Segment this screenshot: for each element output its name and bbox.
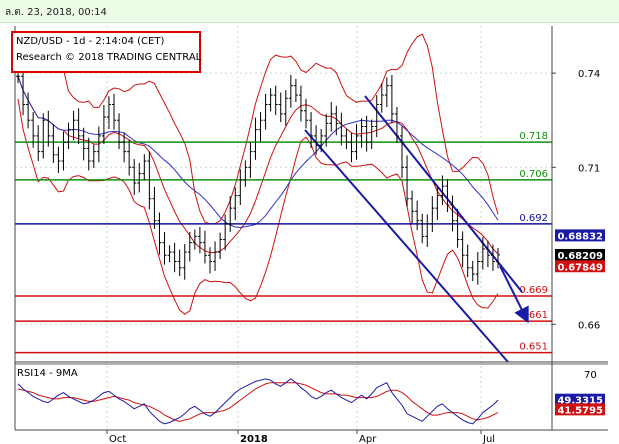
price-tag-box: [555, 403, 605, 416]
header-line2: Research © 2018 TRADING CENTRAL: [16, 52, 202, 63]
axes: 0.74 0.71 0.66 70 Oct 2018 Apr Jul 0.68832 0.6820…: [14, 26, 608, 444]
moving-average: [17, 76, 499, 229]
price-tag-label: 0.67849: [557, 262, 603, 273]
y-tick-label: 0.71: [578, 163, 600, 174]
price-tag-label: 49.3315: [557, 396, 603, 407]
band-upper: [17, 33, 499, 225]
grid: [15, 26, 552, 430]
bollinger-bands: [17, 33, 499, 315]
level-label: 0.706: [519, 169, 548, 180]
x-tick-label: Oct: [109, 434, 126, 444]
support-resistance-levels: 0.718 0.706 0.692 0.669 0.661 0.651: [15, 131, 552, 354]
rsi-panel: RSI14 - 9MA: [15, 363, 608, 425]
price-chart: 0.718 0.706 0.692 0.669 0.661 0.651 RSI14 - 9…: [14, 26, 608, 444]
price-tag-label: 0.68209: [557, 251, 603, 262]
level-label: 0.692: [519, 213, 548, 224]
price-bars: [16, 66, 500, 285]
rsi-line: [17, 378, 499, 425]
header-line1: NZD/USD - 1d - 2:14:04 (CET): [16, 36, 165, 47]
trend-channel: [304, 95, 529, 363]
price-tag-label: 0.68832: [557, 231, 603, 242]
x-tick-label: Apr: [359, 434, 377, 444]
price-tag-box: [555, 229, 605, 242]
level-label: 0.669: [519, 285, 548, 296]
rsi-tick-label: 70: [584, 370, 597, 381]
rsi-title: RSI14 - 9MA: [17, 368, 78, 379]
price-tag-label: 41.5795: [557, 405, 603, 416]
channel-lower-line: [304, 129, 509, 363]
rsi-ma-line: [17, 382, 499, 422]
price-tag-box: [555, 248, 605, 261]
channel-upper-line: [364, 95, 523, 293]
chart-header: NZD/USD - 1d - 2:14:04 (CET) Research © …: [11, 31, 201, 73]
price-tag-box: [555, 260, 605, 273]
price-tag-box: [555, 393, 605, 406]
level-label: 0.651: [519, 342, 548, 353]
band-lower: [17, 98, 499, 315]
ma-line: [17, 76, 499, 229]
level-label: 0.661: [519, 310, 548, 321]
x-tick-label: Jul: [482, 434, 495, 444]
timestamp-bar: ล.ต. 23, 2018, 00:14: [0, 0, 619, 23]
band-middle: [17, 76, 499, 255]
level-label: 0.718: [519, 131, 548, 142]
forecast-arrow: [499, 265, 529, 324]
x-tick-label: 2018: [240, 434, 268, 444]
y-tick-label: 0.66: [578, 320, 600, 331]
timestamp: ล.ต. 23, 2018, 00:14: [5, 7, 107, 18]
y-tick-label: 0.74: [578, 69, 600, 80]
